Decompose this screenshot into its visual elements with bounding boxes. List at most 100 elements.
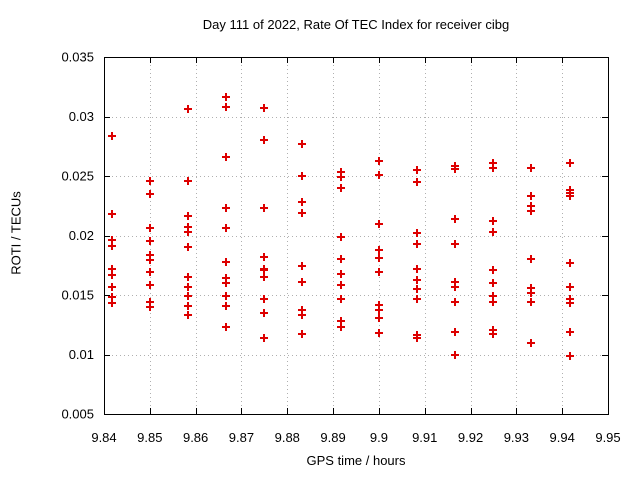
data-point bbox=[337, 173, 345, 181]
x-tick-label: 9.92 bbox=[458, 430, 483, 445]
data-point bbox=[146, 237, 154, 245]
data-point bbox=[184, 212, 192, 220]
data-point bbox=[222, 323, 230, 331]
y-tick-label: 0.035 bbox=[61, 50, 94, 65]
data-point bbox=[298, 209, 306, 217]
data-point bbox=[222, 153, 230, 161]
y-tick-label: 0.015 bbox=[61, 288, 94, 303]
data-point bbox=[566, 352, 574, 360]
data-point bbox=[527, 298, 535, 306]
data-point bbox=[337, 295, 345, 303]
data-point bbox=[489, 298, 497, 306]
data-point bbox=[489, 279, 497, 287]
data-point bbox=[566, 283, 574, 291]
data-point bbox=[375, 314, 383, 322]
data-point bbox=[375, 171, 383, 179]
data-point bbox=[527, 192, 535, 200]
data-point bbox=[337, 233, 345, 241]
data-point bbox=[184, 311, 192, 319]
data-point bbox=[451, 298, 459, 306]
data-point bbox=[260, 104, 268, 112]
data-point bbox=[146, 303, 154, 311]
data-point bbox=[375, 329, 383, 337]
data-point bbox=[566, 328, 574, 336]
x-tick-label: 9.94 bbox=[550, 430, 575, 445]
data-point bbox=[260, 334, 268, 342]
data-point bbox=[184, 292, 192, 300]
data-point bbox=[451, 283, 459, 291]
x-tick-label: 9.87 bbox=[229, 430, 254, 445]
data-point bbox=[413, 265, 421, 273]
data-point bbox=[298, 198, 306, 206]
data-point bbox=[108, 132, 116, 140]
data-point bbox=[413, 229, 421, 237]
data-point bbox=[260, 266, 268, 274]
x-tick-label: 9.85 bbox=[137, 430, 162, 445]
y-axis-label: ROTI / TECUs bbox=[8, 191, 24, 275]
data-point bbox=[298, 140, 306, 148]
data-point bbox=[184, 243, 192, 251]
data-point bbox=[298, 172, 306, 180]
data-point bbox=[527, 339, 535, 347]
data-point bbox=[260, 273, 268, 281]
x-tick-label: 9.89 bbox=[320, 430, 345, 445]
data-point bbox=[298, 262, 306, 270]
y-tick-label: 0.03 bbox=[69, 109, 94, 124]
data-point bbox=[298, 330, 306, 338]
data-point bbox=[146, 281, 154, 289]
data-point bbox=[222, 103, 230, 111]
data-point bbox=[375, 306, 383, 314]
data-point bbox=[260, 253, 268, 261]
x-tick-label: 9.84 bbox=[91, 430, 116, 445]
data-point bbox=[375, 254, 383, 262]
data-point bbox=[527, 289, 535, 297]
data-point bbox=[489, 266, 497, 274]
data-point bbox=[298, 311, 306, 319]
data-point bbox=[566, 299, 574, 307]
data-point bbox=[413, 166, 421, 174]
data-point bbox=[566, 259, 574, 267]
data-point bbox=[413, 276, 421, 284]
data-point bbox=[108, 271, 116, 279]
data-point bbox=[375, 220, 383, 228]
data-point bbox=[260, 136, 268, 144]
data-point bbox=[337, 281, 345, 289]
data-point bbox=[146, 190, 154, 198]
data-point bbox=[413, 285, 421, 293]
data-point bbox=[337, 270, 345, 278]
data-point bbox=[413, 178, 421, 186]
data-point bbox=[451, 351, 459, 359]
x-axis-label: GPS time / hours bbox=[306, 453, 406, 468]
data-point bbox=[146, 224, 154, 232]
data-point bbox=[222, 93, 230, 101]
data-point bbox=[184, 177, 192, 185]
data-point bbox=[527, 164, 535, 172]
data-point bbox=[108, 299, 116, 307]
data-point bbox=[337, 255, 345, 263]
data-point bbox=[260, 295, 268, 303]
data-point bbox=[146, 268, 154, 276]
data-point bbox=[489, 164, 497, 172]
chart-title: Day 111 of 2022, Rate Of TEC Index for r… bbox=[202, 17, 510, 32]
data-point bbox=[451, 328, 459, 336]
data-point bbox=[222, 258, 230, 266]
data-point bbox=[527, 207, 535, 215]
y-tick-label: 0.02 bbox=[69, 228, 94, 243]
data-point bbox=[298, 278, 306, 286]
data-point bbox=[413, 295, 421, 303]
data-point bbox=[146, 177, 154, 185]
data-point bbox=[566, 159, 574, 167]
data-point bbox=[146, 256, 154, 264]
data-point bbox=[184, 302, 192, 310]
data-point bbox=[108, 242, 116, 250]
data-point bbox=[451, 215, 459, 223]
data-point bbox=[222, 279, 230, 287]
y-tick-label: 0.025 bbox=[61, 169, 94, 184]
x-tick-label: 9.95 bbox=[595, 430, 620, 445]
data-point bbox=[184, 283, 192, 291]
x-tick-label: 9.91 bbox=[412, 430, 437, 445]
data-point bbox=[489, 228, 497, 236]
data-point bbox=[337, 323, 345, 331]
x-tick-label: 9.9 bbox=[370, 430, 388, 445]
